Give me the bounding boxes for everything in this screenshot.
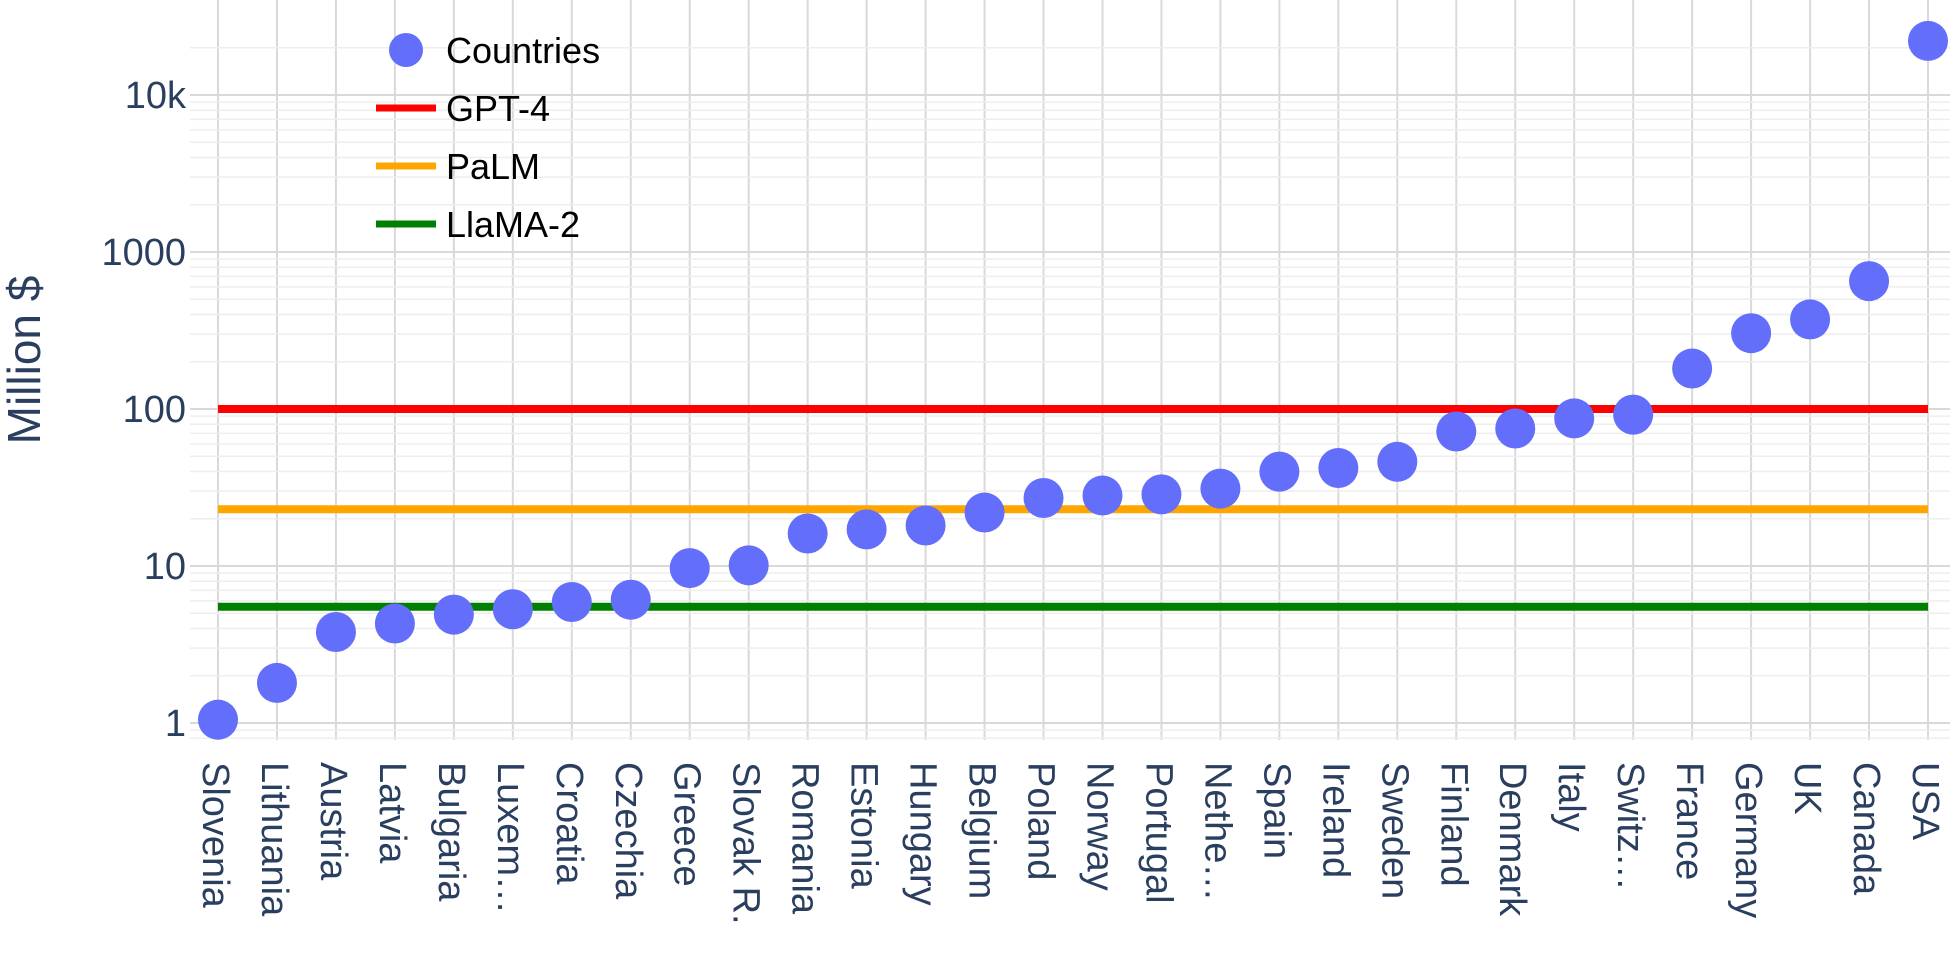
legend-label-palm: PaLM bbox=[446, 146, 540, 187]
x-tick-label: Croatia bbox=[548, 762, 590, 885]
point-estonia bbox=[846, 509, 887, 550]
y-tick-label: 10 bbox=[144, 546, 186, 588]
x-tick-label: Norway bbox=[1078, 762, 1120, 891]
x-tick-label: Switz… bbox=[1609, 762, 1651, 891]
x-tick-label: Lithuania bbox=[253, 762, 295, 917]
x-tick-label: Spain bbox=[1255, 762, 1297, 859]
legend-label-countries: Countries bbox=[446, 30, 600, 71]
x-tick-label: Latvia bbox=[371, 762, 413, 864]
x-tick-label: France bbox=[1668, 762, 1710, 880]
x-tick-labels: Slovenia Lithuania Austria Latvia Bulgaria Lu… bbox=[194, 762, 1946, 925]
point-norway bbox=[1082, 475, 1123, 516]
point-czechia bbox=[610, 579, 651, 620]
y-tick-label: 1 bbox=[165, 703, 186, 745]
x-tick-label: Sweden bbox=[1373, 762, 1415, 899]
x-tick-label: Finland bbox=[1432, 762, 1474, 887]
x-tick-label: Denmark bbox=[1491, 762, 1533, 917]
legend-marker-countries bbox=[389, 33, 423, 67]
point-belgium bbox=[964, 492, 1005, 533]
x-tick-label: Hungary bbox=[902, 762, 944, 906]
point-poland bbox=[1023, 478, 1064, 519]
point-spain bbox=[1259, 451, 1300, 492]
point-slovenia bbox=[198, 699, 238, 740]
point-layer bbox=[198, 20, 1948, 740]
x-tick-label: Austria bbox=[312, 762, 354, 881]
point-greece bbox=[669, 548, 710, 589]
x-tick-label: Luxem… bbox=[489, 762, 531, 914]
hline-layer bbox=[218, 405, 1928, 611]
x-tick-label: Germany bbox=[1727, 762, 1769, 918]
point-italy bbox=[1554, 398, 1595, 439]
point-croatia bbox=[551, 581, 592, 622]
point-ireland bbox=[1318, 447, 1359, 488]
x-tick-label: UK bbox=[1786, 762, 1828, 815]
legend: Countries GPT-4 PaLM LlaMA-2 bbox=[376, 30, 600, 245]
y-axis-label: Million $ bbox=[0, 276, 50, 445]
point-nethe bbox=[1200, 468, 1241, 509]
legend-label-gpt-4: GPT-4 bbox=[446, 88, 550, 129]
point-latvia bbox=[374, 603, 415, 644]
x-tick-label: Czechia bbox=[607, 762, 649, 900]
point-switz bbox=[1613, 394, 1654, 435]
point-finland bbox=[1436, 411, 1477, 452]
legend-label-llama-2: LlaMA-2 bbox=[446, 204, 580, 245]
x-tick-label: Nethe… bbox=[1196, 762, 1238, 901]
y-tick-label: 10k bbox=[125, 75, 187, 117]
point-romania bbox=[787, 513, 828, 554]
y-tick-label: 100 bbox=[123, 389, 186, 431]
y-tick-labels: 1 10 100 1000 10k bbox=[101, 75, 187, 745]
x-tick-label: Slovak R. bbox=[725, 762, 767, 925]
point-canada bbox=[1849, 261, 1890, 302]
y-tick-label: 1000 bbox=[101, 232, 186, 274]
point-slovak-r bbox=[728, 545, 769, 586]
point-austria bbox=[315, 611, 356, 652]
x-tick-label: USA bbox=[1904, 762, 1946, 841]
x-tick-label: Italy bbox=[1550, 762, 1592, 832]
point-denmark bbox=[1495, 408, 1536, 449]
point-bulgaria bbox=[433, 594, 474, 635]
point-usa bbox=[1908, 20, 1948, 61]
x-tick-label: Romania bbox=[784, 762, 826, 915]
x-tick-label: Poland bbox=[1020, 762, 1062, 880]
point-luxem bbox=[492, 589, 533, 630]
x-tick-label: Belgium bbox=[961, 762, 1003, 899]
point-portugal bbox=[1141, 474, 1182, 515]
x-tick-label: Slovenia bbox=[194, 762, 236, 909]
x-tick-label: Portugal bbox=[1137, 762, 1179, 904]
x-tick-label: Greece bbox=[666, 762, 708, 887]
point-france bbox=[1672, 348, 1713, 389]
x-tick-label: Ireland bbox=[1314, 762, 1356, 878]
x-tick-label: Canada bbox=[1845, 762, 1887, 896]
x-tick-label: Estonia bbox=[843, 762, 885, 890]
point-germany bbox=[1731, 313, 1772, 354]
x-tick-label: Bulgaria bbox=[430, 762, 472, 902]
point-sweden bbox=[1377, 441, 1418, 482]
point-lithuania bbox=[256, 662, 297, 703]
point-hungary bbox=[905, 505, 946, 546]
point-uk bbox=[1790, 299, 1831, 340]
